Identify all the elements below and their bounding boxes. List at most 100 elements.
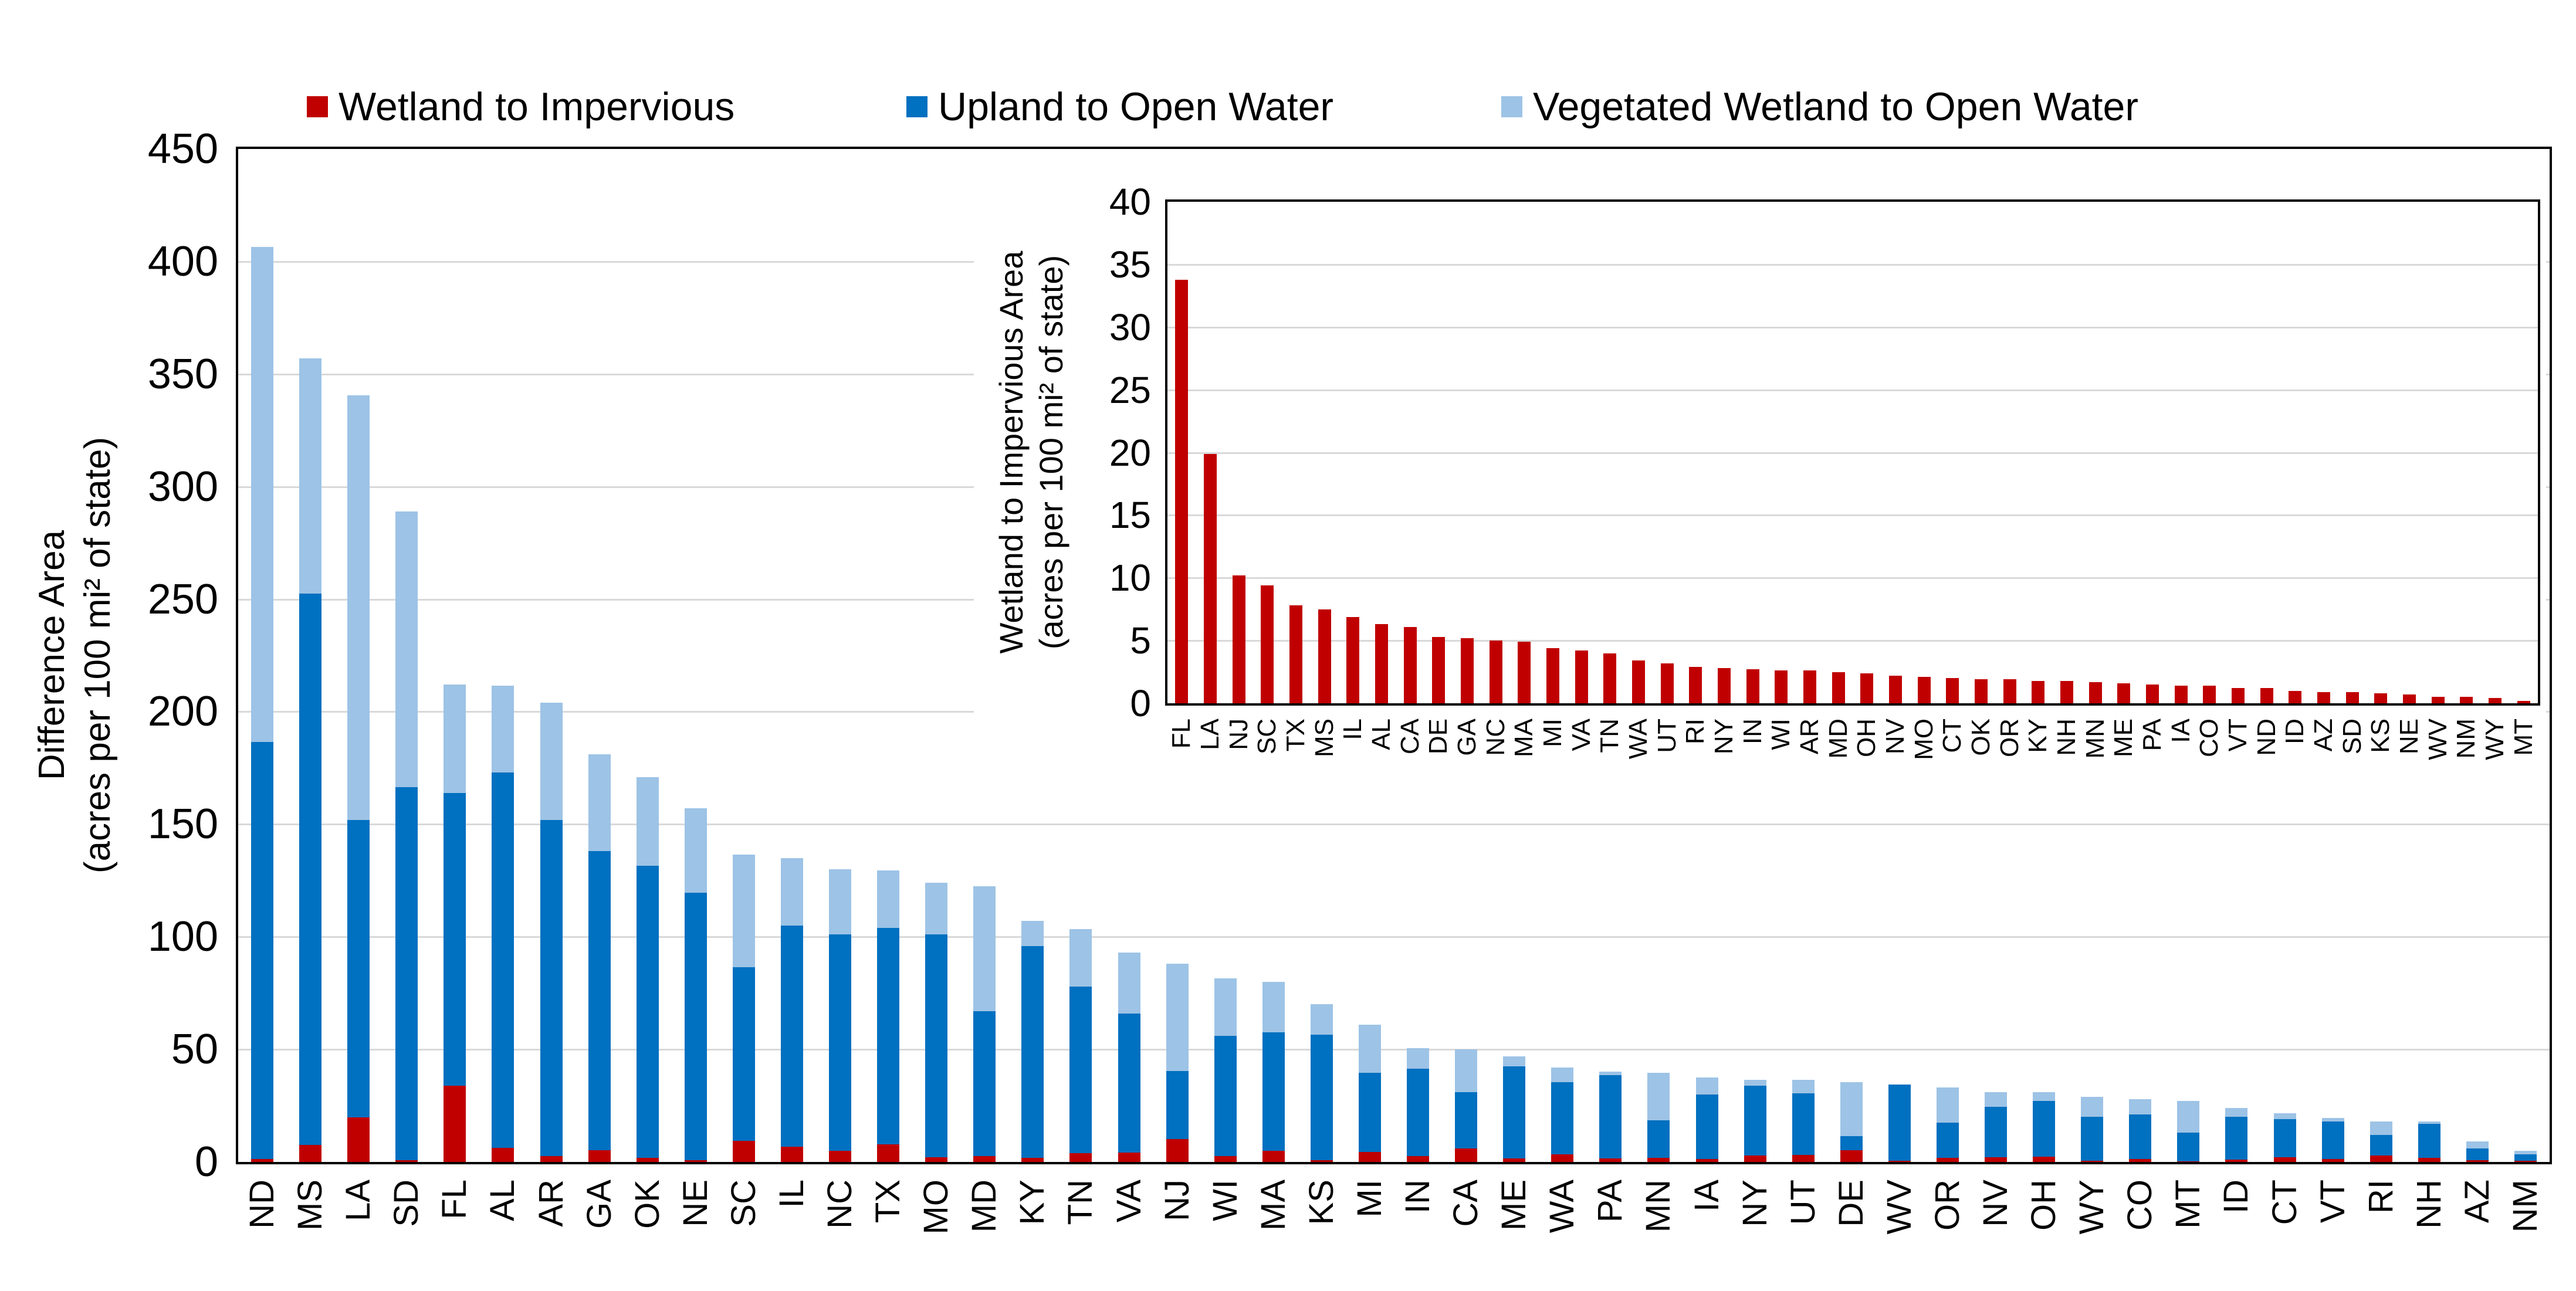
chart-legend: Wetland to Impervious Upland to Open Wat… <box>0 82 2576 135</box>
bar-segment-upland-to-open-water <box>780 926 803 1147</box>
x-category-label: ND <box>243 1180 282 1229</box>
bar-segment-vegetated-wetland-to-open-water <box>395 511 418 787</box>
bar-segment-upland-to-open-water <box>251 742 274 1160</box>
bar-segment-wetland-to-impervious <box>2260 688 2273 703</box>
x-category-label: NE <box>676 1180 715 1227</box>
bar-segment-wetland-to-impervious <box>1603 653 1617 703</box>
bar-segment-upland-to-open-water <box>395 787 418 1160</box>
x-category-label: SD <box>2337 719 2367 755</box>
bar-segment-wetland-to-impervious <box>1946 678 1959 703</box>
bar-segment-wetland-to-impervious <box>2345 692 2359 703</box>
bar-segment-upland-to-open-water <box>2225 1117 2248 1160</box>
bar-segment-vegetated-wetland-to-open-water <box>2177 1101 2200 1133</box>
x-category-label: SC <box>724 1180 763 1227</box>
bar-segment-vegetated-wetland-to-open-water <box>1262 981 1285 1033</box>
bar-segment-vegetated-wetland-to-open-water <box>1936 1087 1959 1123</box>
bar-segment-upland-to-open-water <box>1744 1085 1766 1156</box>
bar-segment-wetland-to-impervious <box>1575 650 1588 703</box>
x-category-label: NC <box>821 1180 859 1229</box>
x-category-label: CA <box>1395 719 1424 755</box>
x-category-label: PA <box>2138 719 2167 751</box>
x-category-label: NJ <box>1224 719 1253 750</box>
bar-segment-wetland-to-impervious <box>2117 683 2131 703</box>
bar-segment-vegetated-wetland-to-open-water <box>1551 1067 1574 1082</box>
bar-segment-vegetated-wetland-to-open-water <box>1118 953 1140 1014</box>
x-category-label: KS <box>2366 719 2395 753</box>
x-category-label: IA <box>1687 1180 1726 1212</box>
bar-segment-upland-to-open-water <box>1985 1106 2008 1157</box>
legend-swatch-blue-icon <box>906 96 928 117</box>
bar-segment-upland-to-open-water <box>1792 1093 1815 1155</box>
bar-segment-upland-to-open-water <box>444 792 466 1086</box>
x-category-label: MS <box>1309 719 1339 757</box>
bar-segment-upland-to-open-water <box>973 1011 996 1157</box>
x-category-label: ID <box>2217 1180 2256 1214</box>
bar-segment-wetland-to-impervious <box>732 1140 755 1162</box>
gridline <box>1167 577 2538 580</box>
bar-segment-vegetated-wetland-to-open-water <box>973 886 996 1011</box>
bar-segment-vegetated-wetland-to-open-water <box>2273 1113 2296 1120</box>
bar-segment-vegetated-wetland-to-open-water <box>1792 1079 1815 1093</box>
bar-segment-wetland-to-impervious <box>1860 673 1874 703</box>
bar-segment-wetland-to-impervious <box>1832 672 1845 703</box>
bar-segment-wetland-to-impervious <box>2317 692 2330 703</box>
bar-segment-upland-to-open-water <box>636 866 659 1158</box>
bar-segment-vegetated-wetland-to-open-water <box>2514 1150 2537 1154</box>
y-tick-label: 15 <box>1109 494 1151 537</box>
bar-segment-wetland-to-impervious <box>1118 1152 1140 1162</box>
bar-segment-upland-to-open-water <box>2466 1148 2489 1160</box>
bar-segment-upland-to-open-water <box>2081 1117 2104 1161</box>
bar-segment-wetland-to-impervious <box>1455 1148 1478 1162</box>
x-category-label: OH <box>2025 1180 2063 1231</box>
x-category-label: MO <box>1909 719 1938 760</box>
y-tick-label: 50 <box>171 1026 218 1073</box>
bar-segment-wetland-to-impervious <box>1718 668 1731 703</box>
legend-swatch-red-icon <box>307 96 328 117</box>
x-category-label: SC <box>1253 719 1282 755</box>
x-category-label: NC <box>1481 719 1510 756</box>
bar-segment-upland-to-open-water <box>2033 1101 2056 1157</box>
x-category-label: MN <box>1639 1180 1678 1233</box>
bar-segment-wetland-to-impervious <box>1262 1151 1285 1162</box>
main-plot-area <box>236 147 2552 1164</box>
bar-segment-upland-to-open-water <box>540 819 563 1157</box>
gridline <box>1167 640 2538 642</box>
bar-segment-vegetated-wetland-to-open-water <box>2321 1118 2344 1121</box>
bar-segment-upland-to-open-water <box>1695 1094 1718 1159</box>
legend-label: Wetland to Impervious <box>338 84 735 129</box>
bar-segment-wetland-to-impervious <box>1403 626 1417 703</box>
y-tick-label: 0 <box>194 1138 218 1185</box>
y-tick-label: 5 <box>1130 619 1151 662</box>
gridline <box>1167 514 2538 517</box>
bar-segment-vegetated-wetland-to-open-water <box>1503 1056 1526 1066</box>
x-category-label: VT <box>2313 1180 2352 1224</box>
bar-segment-vegetated-wetland-to-open-water <box>2466 1141 2489 1148</box>
x-category-label: MA <box>1254 1180 1292 1231</box>
bar-segment-wetland-to-impervious <box>1407 1156 1430 1162</box>
bar-segment-wetland-to-impervious <box>1985 1157 2008 1162</box>
bar-segment-wetland-to-impervious <box>1803 670 1816 703</box>
x-category-label: OK <box>628 1180 666 1229</box>
bar-segment-upland-to-open-water <box>299 593 322 1146</box>
x-category-label: ND <box>2252 719 2281 756</box>
x-category-label: WA <box>1624 719 1653 760</box>
bar-segment-wetland-to-impervious <box>829 1150 852 1162</box>
bar-segment-wetland-to-impervious <box>1632 660 1645 703</box>
x-category-label: MT <box>2509 719 2538 756</box>
bar-segment-wetland-to-impervious <box>2174 686 2188 703</box>
x-category-label: LA <box>1196 719 1224 750</box>
x-category-label: OH <box>1852 719 1881 757</box>
bar-segment-vegetated-wetland-to-open-water <box>588 754 611 852</box>
bar-segment-wetland-to-impervious <box>1461 638 1474 703</box>
bar-segment-vegetated-wetland-to-open-water <box>299 358 322 594</box>
bar-segment-vegetated-wetland-to-open-water <box>1985 1092 2008 1107</box>
x-category-label: RI <box>1681 719 1710 744</box>
bar-segment-upland-to-open-water <box>2273 1119 2296 1158</box>
x-category-label: NE <box>2395 719 2423 755</box>
bar-segment-wetland-to-impervious <box>1432 636 1446 703</box>
bar-segment-wetland-to-impervious <box>251 1159 274 1162</box>
x-category-label: AL <box>1367 719 1396 750</box>
x-category-label: NY <box>1710 719 1738 755</box>
x-category-label: MD <box>1823 719 1853 759</box>
